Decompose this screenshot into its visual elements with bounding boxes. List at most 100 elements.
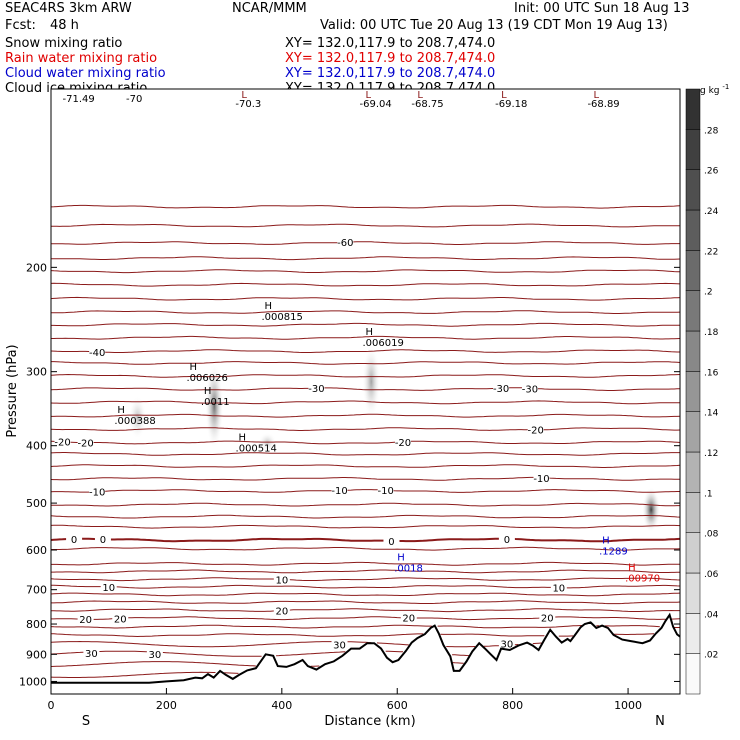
colorbar-label: .26 xyxy=(704,167,719,177)
contour-label: -10 xyxy=(378,486,394,497)
temperature-contour xyxy=(51,204,680,209)
minimum-marker-l: L xyxy=(501,90,507,101)
minimum-value-label: -70.3 xyxy=(235,99,261,110)
maximum-value-label: .0011 xyxy=(201,397,230,408)
terrain-fill xyxy=(51,614,680,694)
contour-label: 0 xyxy=(504,535,510,546)
field-name-snow: Snow mixing ratio xyxy=(5,36,123,51)
temperature-contour xyxy=(51,577,680,582)
valid-time: Valid: 00 UTC Tue 20 Aug 13 (19 CDT Mon … xyxy=(320,18,668,33)
colorbar-unit-exponent: -1 xyxy=(722,83,729,91)
colorbar-label: .06 xyxy=(704,570,719,580)
temperature-contour xyxy=(51,349,680,353)
y-tick-label: 800 xyxy=(26,618,47,631)
contour-label: -30 xyxy=(522,384,538,395)
y-tick-label: 200 xyxy=(26,261,47,274)
temperature-contour xyxy=(51,616,680,621)
contour-label: 20 xyxy=(114,614,127,625)
maximum-marker-h: H xyxy=(602,535,610,546)
temperature-contour xyxy=(51,322,680,327)
colorbar-label: .18 xyxy=(704,328,719,338)
maximum-marker-h: H xyxy=(189,362,197,373)
temperature-contour xyxy=(51,413,680,418)
temperature-contour xyxy=(51,256,680,261)
colorbar-swatch xyxy=(685,371,701,412)
contour-label: -20 xyxy=(54,438,70,449)
snow-mixing-ratio-area xyxy=(642,487,661,533)
colorbar-label: .22 xyxy=(704,247,718,257)
maximum-value-label: .000514 xyxy=(236,443,277,454)
minimum-marker-l: L xyxy=(366,90,372,101)
temperature-contour xyxy=(51,569,680,574)
maximum-value-label: .0018 xyxy=(394,564,423,575)
temperature-contour xyxy=(51,561,680,566)
temperature-contour xyxy=(51,400,680,405)
x-axis-label: Distance (km) xyxy=(324,714,415,729)
x-tick-label: 200 xyxy=(156,699,177,712)
y-tick-label: 700 xyxy=(26,584,47,597)
field-xy-cloud-water: XY= 132.0,117.9 to 208.7,474.0 xyxy=(285,66,496,81)
field-name-rain: Rain water mixing ratio xyxy=(5,51,158,66)
forecast-hour: 48 h xyxy=(50,18,79,33)
contour-label: 30 xyxy=(149,650,162,661)
maximum-value-label: .000815 xyxy=(262,312,303,323)
temperature-contour xyxy=(51,546,680,551)
contour-label: 10 xyxy=(552,584,565,595)
colorbar-swatch xyxy=(685,411,701,453)
temperature-contour xyxy=(51,514,680,519)
temperature-contour xyxy=(51,361,680,365)
temperature-contour xyxy=(51,600,680,605)
maximum-value-label: .00970 xyxy=(625,574,660,585)
temperature-contour xyxy=(51,282,680,287)
colorbar-swatch xyxy=(685,88,701,130)
colorbar-swatch xyxy=(685,129,701,170)
colorbar-swatch xyxy=(685,613,701,654)
colorbar-swatch xyxy=(685,492,701,533)
temperature-contour xyxy=(51,335,680,340)
x-tick-label: 400 xyxy=(271,699,292,712)
y-tick-label: 600 xyxy=(26,544,47,557)
temperature-contour xyxy=(51,296,680,301)
colorbar-swatch xyxy=(685,169,701,211)
temperature-contour xyxy=(51,464,680,468)
colorbar-swatch xyxy=(685,572,701,614)
model-title: SEAC4RS 3km ARW xyxy=(5,1,132,16)
temperature-contour xyxy=(51,671,239,678)
field-name-cloud-water: Cloud water mixing ratio xyxy=(5,66,166,81)
y-axis-label: Pressure (hPa) xyxy=(5,344,20,437)
forecast-label: Fcst: xyxy=(5,18,36,33)
colorbar-swatch xyxy=(685,451,701,493)
minimum-value-label: -69.04 xyxy=(360,99,392,110)
south-end-label: S xyxy=(82,714,90,729)
x-tick-label: 600 xyxy=(387,699,408,712)
contour-label: 10 xyxy=(275,576,288,587)
temperature-contour xyxy=(51,373,680,378)
contour-label: -20 xyxy=(77,438,93,449)
minimum-value-label: -68.75 xyxy=(411,99,443,110)
organization-label: NCAR/MMM xyxy=(232,1,307,16)
minimum-value-label: -69.18 xyxy=(495,99,527,110)
edge-contour-value: -70 xyxy=(126,94,142,105)
maximum-value-label: .006019 xyxy=(363,338,404,349)
temperature-contour xyxy=(51,452,680,456)
colorbar-label: .12 xyxy=(704,449,718,459)
contour-label: 0 xyxy=(71,535,77,546)
colorbar-label: .2 xyxy=(704,288,713,298)
maximum-marker-h: H xyxy=(265,301,273,312)
x-tick-label: 0 xyxy=(48,699,55,712)
colorbar-unit: g kg -1 xyxy=(700,83,729,96)
temperature-contour xyxy=(51,241,680,245)
contour-label: 0 xyxy=(100,535,106,546)
x-tick-label: 800 xyxy=(502,699,523,712)
temperature-contour xyxy=(51,489,680,493)
temperature-contour xyxy=(51,640,542,648)
freezing-level-contour xyxy=(51,537,680,543)
contour-label: -10 xyxy=(89,488,105,499)
y-tick-label: 1000 xyxy=(19,675,47,688)
x-tick-label: 1000 xyxy=(614,699,642,712)
colorbar-swatch xyxy=(685,250,701,291)
temperature-contour xyxy=(51,427,680,431)
colorbar-swatch xyxy=(685,653,701,695)
